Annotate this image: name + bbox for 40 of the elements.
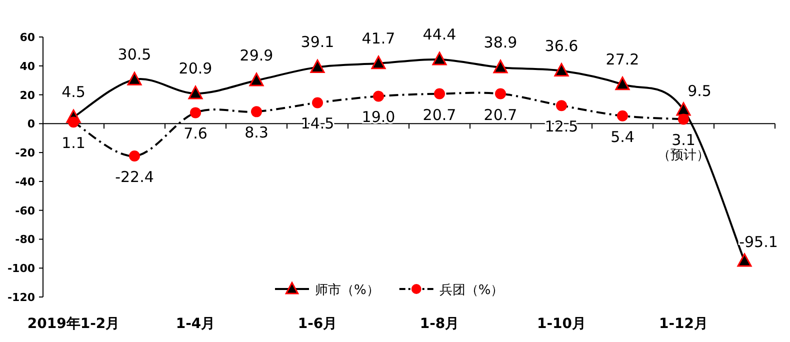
data-label: 39.1 <box>300 33 334 52</box>
legend-label: 兵团（%） <box>439 283 504 298</box>
x-tick-label: 1-8月 <box>420 316 460 332</box>
x-tick-label: 1-10月 <box>536 316 586 332</box>
data-label: 20.7 <box>422 106 456 124</box>
data-label: 29.9 <box>240 46 274 64</box>
x-tick-label: 1-12月 <box>658 316 708 332</box>
y-tick-label: -40 <box>15 175 36 188</box>
data-label: 30.5 <box>118 46 152 64</box>
y-tick-label: 40 <box>20 60 36 73</box>
data-label: 41.7 <box>362 29 396 48</box>
data-label: 44.4 <box>422 26 456 44</box>
data-label: 8.3 <box>244 124 268 142</box>
y-tick-label: 20 <box>20 88 36 102</box>
x-tick-label: 1-4月 <box>176 316 216 332</box>
y-tick-label: -100 <box>7 262 36 276</box>
x-tick-label: 1-6月 <box>298 316 338 332</box>
y-tick-label: 60 <box>20 31 36 44</box>
x-tick-label: 2019年1-2月 <box>27 316 120 332</box>
data-label: -95.1 <box>739 233 778 252</box>
annotation: （预计） <box>658 148 710 164</box>
data-label: 20.9 <box>178 59 212 78</box>
y-tick-label: -80 <box>15 233 36 246</box>
data-label: 9.5 <box>688 82 712 100</box>
data-label: 19.0 <box>362 108 396 126</box>
data-label: 5.4 <box>610 128 634 146</box>
y-tick-label: -20 <box>15 146 36 160</box>
legend-label: 师市（%） <box>315 283 380 298</box>
data-label: -22.4 <box>115 168 154 186</box>
data-label: 3.1 <box>672 131 696 150</box>
data-label: 1.1 <box>62 134 86 152</box>
data-label: 38.9 <box>484 33 518 52</box>
y-tick-label: -60 <box>15 204 36 218</box>
data-label: 7.6 <box>184 124 208 143</box>
data-label: 36.6 <box>544 36 578 55</box>
data-label: 4.5 <box>62 83 86 102</box>
data-label: 20.7 <box>484 106 518 124</box>
y-tick-label: 0 <box>27 118 36 131</box>
y-tick-label: -120 <box>7 291 36 304</box>
data-label: 27.2 <box>606 50 640 68</box>
